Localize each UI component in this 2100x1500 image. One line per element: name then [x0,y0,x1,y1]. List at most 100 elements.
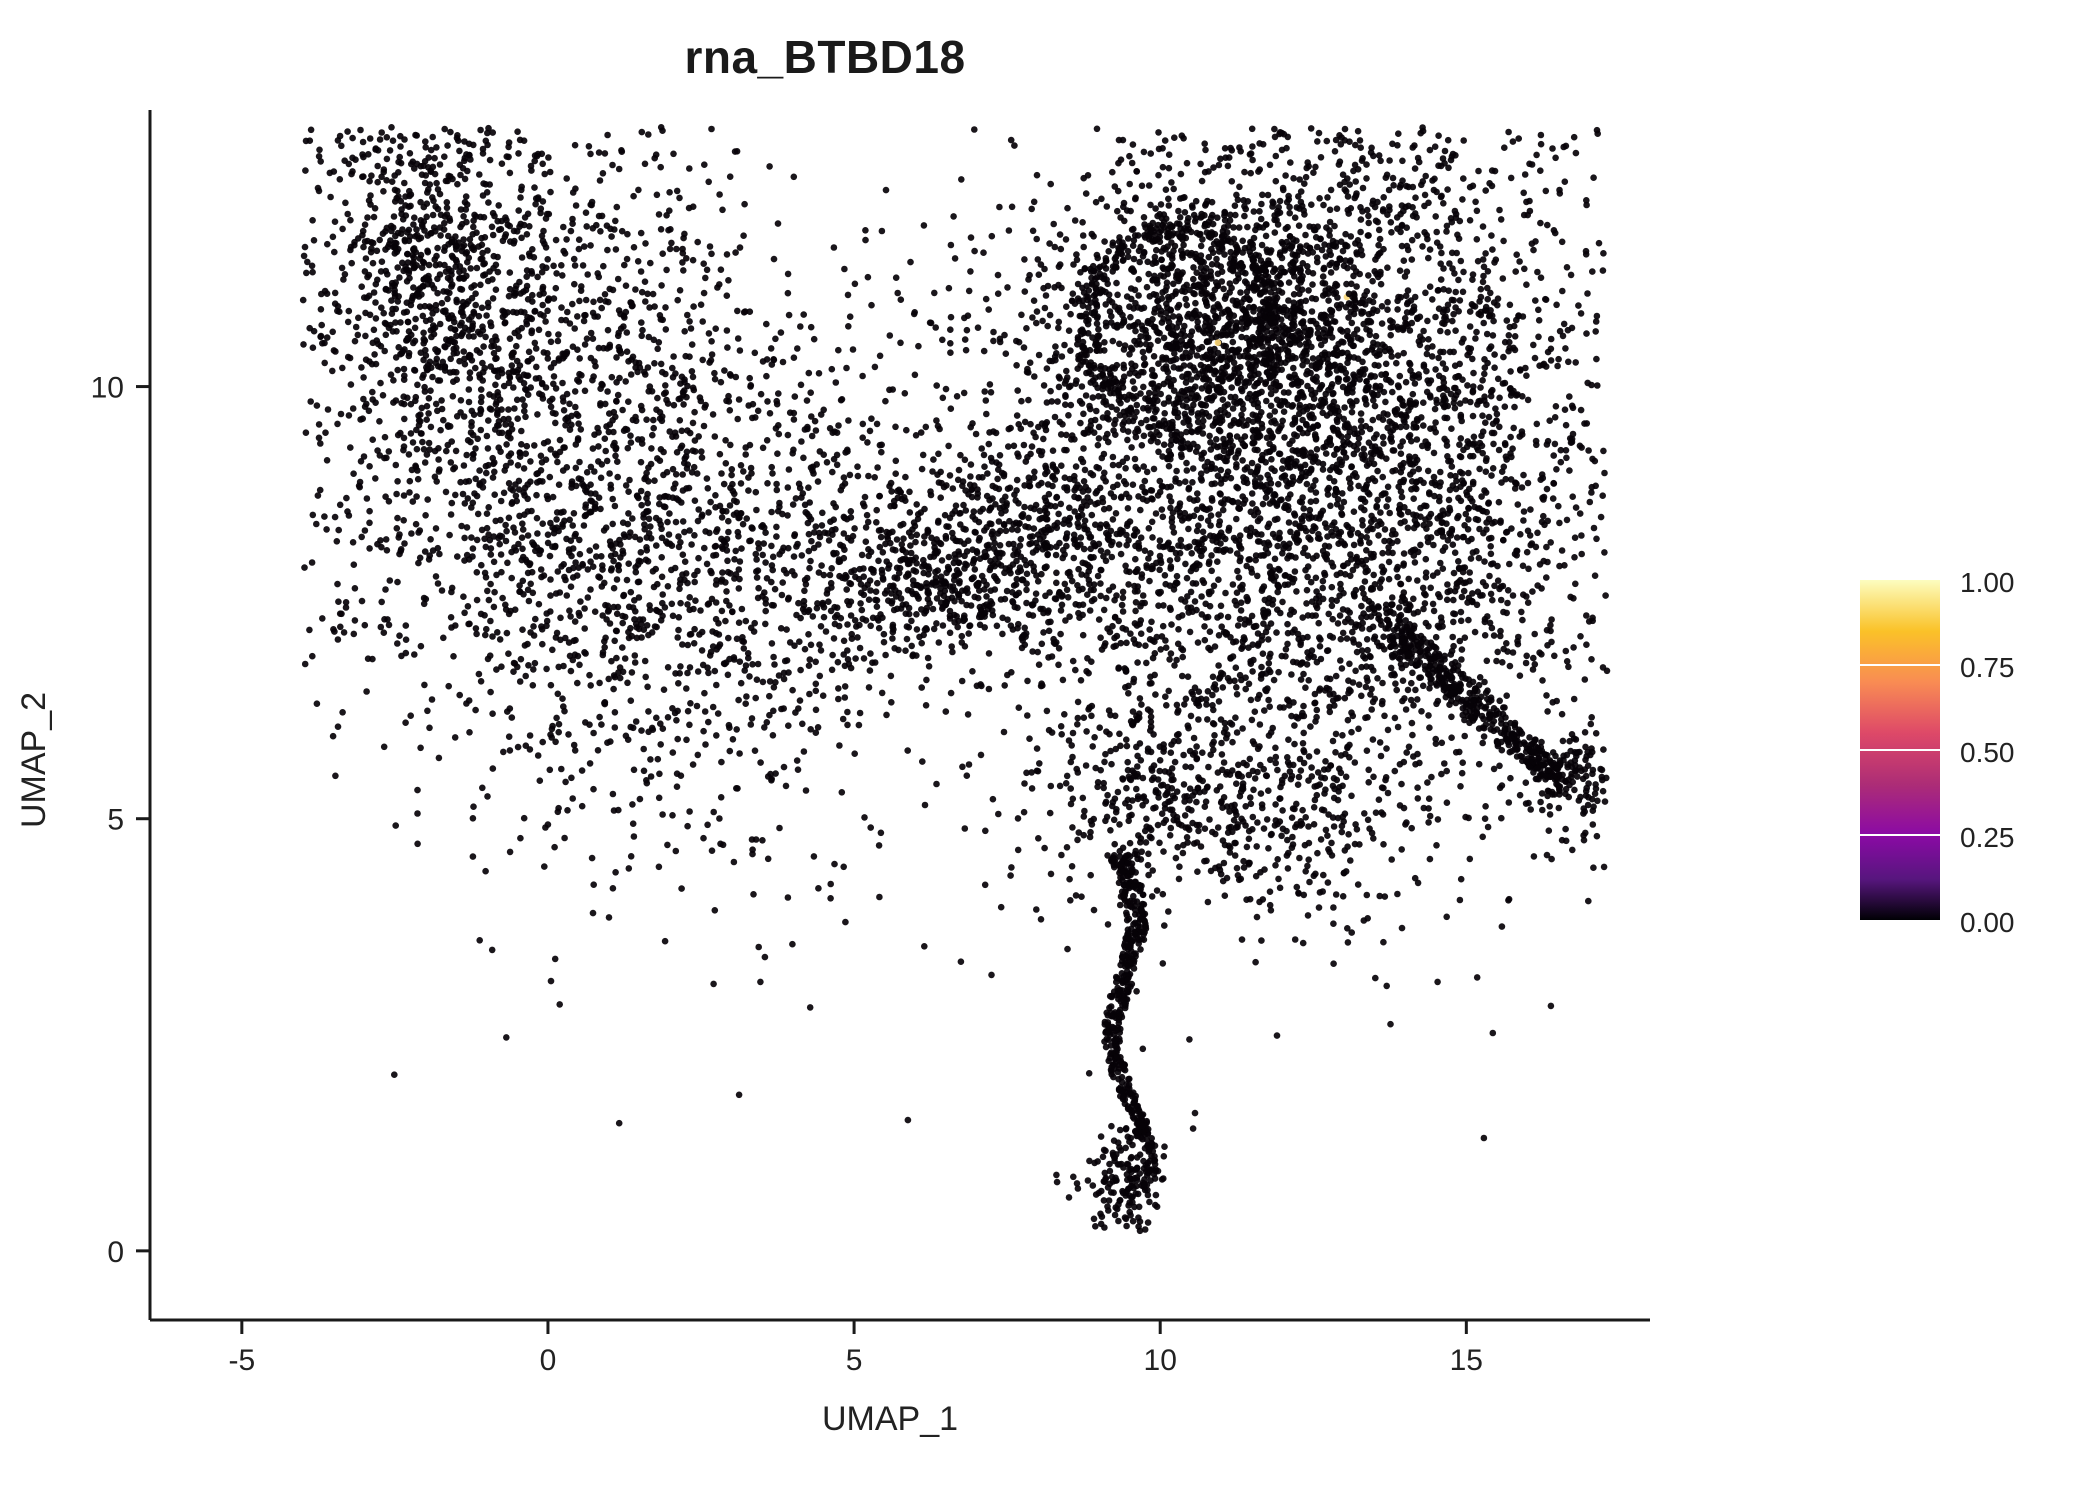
data-point[interactable] [819,510,826,517]
data-point[interactable] [419,439,426,446]
data-point[interactable] [762,529,769,536]
data-point[interactable] [364,295,371,302]
data-point[interactable] [971,248,978,255]
data-point[interactable] [518,656,525,663]
data-point[interactable] [612,709,619,716]
data-point[interactable] [466,254,473,261]
data-point[interactable] [565,731,572,738]
data-point[interactable] [517,290,524,297]
data-point[interactable] [631,244,638,251]
data-point[interactable] [470,217,477,224]
data-point[interactable] [679,571,686,578]
data-point[interactable] [302,244,309,251]
data-point[interactable] [646,516,653,523]
data-point[interactable] [939,337,946,344]
data-point[interactable] [440,288,447,295]
data-point[interactable] [1451,570,1458,577]
data-point[interactable] [501,467,508,474]
data-point[interactable] [1308,467,1315,474]
data-point[interactable] [558,262,565,269]
data-point[interactable] [534,411,541,418]
data-point[interactable] [659,535,666,542]
data-point[interactable] [362,268,369,275]
data-point[interactable] [998,904,1005,911]
data-point[interactable] [581,312,588,319]
data-point[interactable] [827,895,834,902]
data-point[interactable] [339,226,346,233]
data-point[interactable] [1389,550,1396,557]
data-point[interactable] [1200,529,1207,536]
data-point[interactable] [952,255,959,262]
data-point[interactable] [363,255,370,262]
data-point[interactable] [644,500,651,507]
data-point[interactable] [815,724,822,731]
data-point[interactable] [597,228,604,235]
data-point[interactable] [872,659,879,666]
data-point[interactable] [470,333,477,340]
data-point[interactable] [1345,615,1352,622]
data-point[interactable] [431,155,438,162]
data-point[interactable] [426,277,433,284]
data-point[interactable] [518,309,525,316]
data-point[interactable] [364,238,371,245]
data-point[interactable] [375,341,382,348]
data-point[interactable] [1440,565,1447,572]
data-point[interactable] [1498,597,1505,604]
data-point[interactable] [347,217,354,224]
data-point[interactable] [381,455,388,462]
data-point[interactable] [339,365,346,372]
data-point[interactable] [544,308,551,315]
data-point[interactable] [1271,266,1278,273]
data-point[interactable] [1339,665,1346,672]
data-point[interactable] [1313,588,1320,595]
data-point[interactable] [502,522,509,529]
data-point[interactable] [625,488,632,495]
data-point[interactable] [362,622,369,629]
data-point[interactable] [719,207,726,214]
data-point[interactable] [571,638,578,645]
data-point[interactable] [663,267,670,274]
data-point[interactable] [1199,749,1206,756]
data-point[interactable] [702,275,709,282]
data-point[interactable] [463,193,470,200]
data-point[interactable] [1160,848,1167,855]
data-point[interactable] [1331,223,1338,230]
data-point[interactable] [1230,405,1237,412]
data-point[interactable] [600,170,607,177]
data-point[interactable] [576,236,583,243]
data-point[interactable] [433,262,440,269]
data-point[interactable] [832,614,839,621]
data-point[interactable] [412,316,419,323]
data-point[interactable] [661,686,668,693]
data-point[interactable] [555,331,562,338]
data-point[interactable] [683,255,690,262]
data-point[interactable] [316,435,323,442]
data-point[interactable] [807,726,814,733]
data-point[interactable] [483,181,490,188]
data-point[interactable] [1519,617,1526,624]
data-point[interactable] [531,254,538,261]
data-point[interactable] [545,821,552,828]
data-point[interactable] [1482,632,1489,639]
data-point[interactable] [724,327,731,334]
data-point[interactable] [1358,603,1365,610]
data-point[interactable] [813,688,820,695]
data-point[interactable] [366,520,373,527]
data-point[interactable] [504,708,511,715]
data-point[interactable] [648,461,655,468]
data-point[interactable] [414,446,421,453]
data-point[interactable] [937,494,944,501]
data-point[interactable] [810,613,817,620]
data-point[interactable] [738,480,745,487]
data-point[interactable] [418,643,425,650]
data-point[interactable] [388,297,395,304]
data-point[interactable] [1552,155,1559,162]
data-point[interactable] [410,439,417,446]
data-point[interactable] [694,703,701,710]
data-point[interactable] [497,396,504,403]
data-point[interactable] [456,148,463,155]
data-point[interactable] [319,340,326,347]
data-point[interactable] [630,354,637,361]
data-point[interactable] [720,842,727,849]
data-point[interactable] [324,241,331,248]
